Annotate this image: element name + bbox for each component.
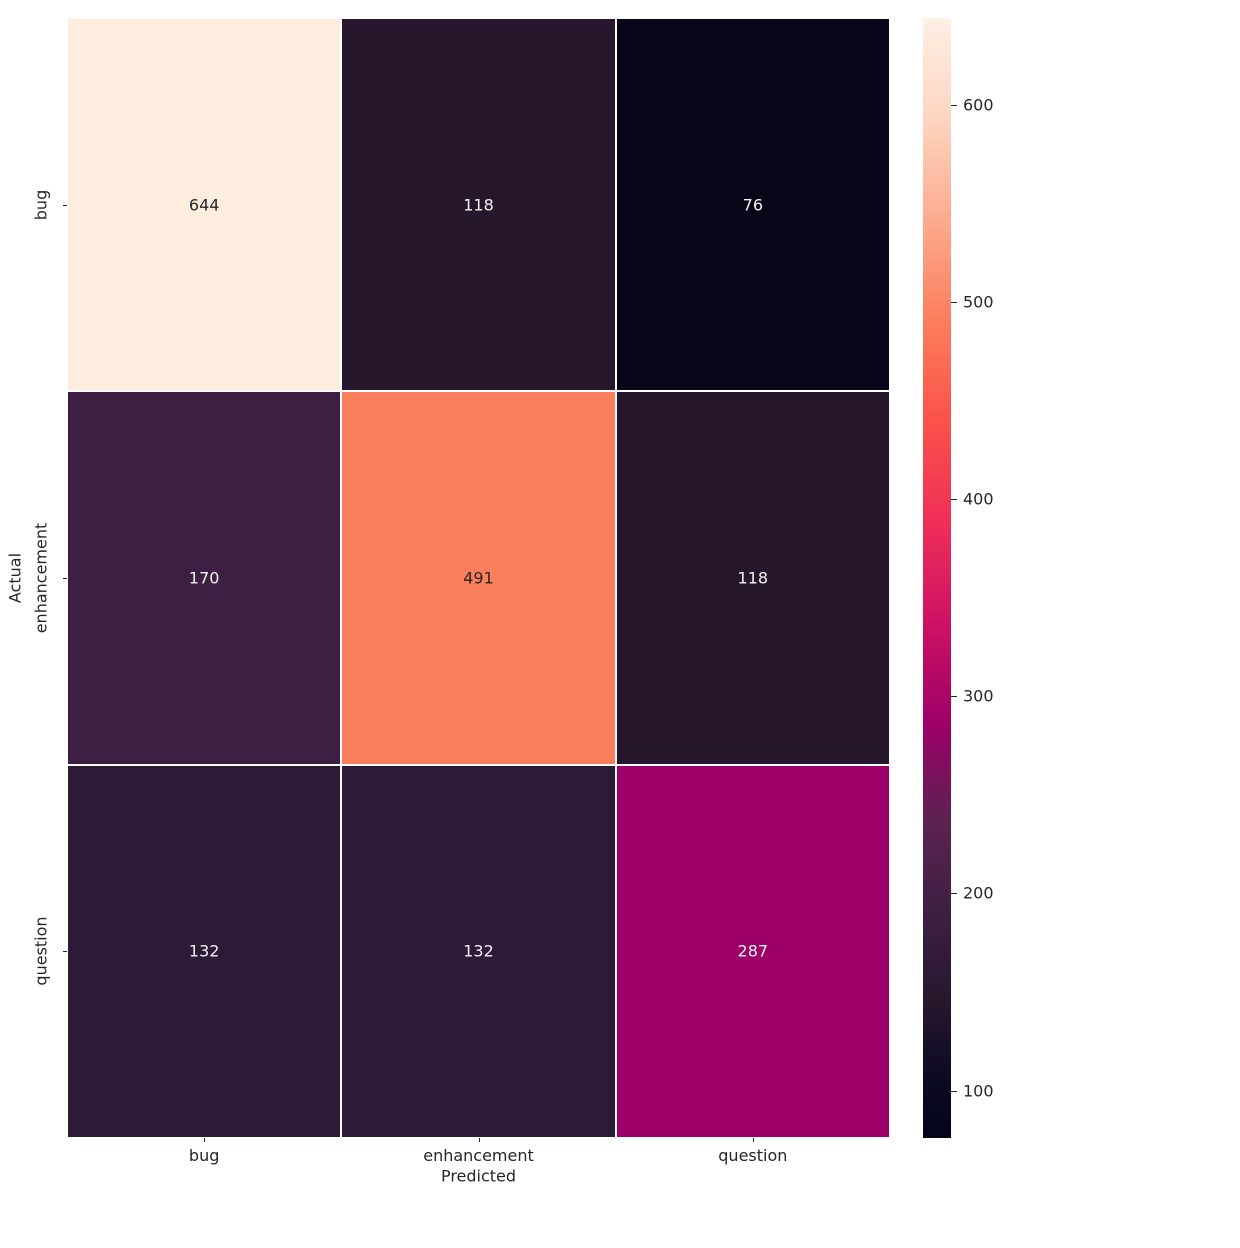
heatmap-cell-value: 118 [738,568,769,587]
heatmap-cell-value: 132 [463,942,494,961]
colorbar-tick-label: 200 [963,884,994,903]
heatmap-cell: 76 [616,18,890,391]
confusion-matrix-heatmap: 644 118 76 170 491 118 132 132 287 [67,18,890,1138]
colorbar-tick-label: 400 [963,490,994,509]
x-tick-mark [479,1138,480,1142]
colorbar-tick-label: 600 [963,95,994,114]
heatmap-cell: 287 [616,765,890,1138]
heatmap-cell-value: 287 [738,942,769,961]
heatmap-cell: 644 [67,18,341,391]
heatmap-cell: 118 [341,18,615,391]
heatmap-cell: 132 [67,765,341,1138]
colorbar-tick-label: 300 [963,687,994,706]
colorbar-tick-mark [951,696,957,697]
colorbar-tick-label: 500 [963,292,994,311]
figure: 644 118 76 170 491 118 132 132 287 bug enhancemen… [0,0,1240,1248]
heatmap-cell: 170 [67,391,341,764]
y-tick-label: bug [26,195,56,214]
heatmap-cell: 132 [341,765,615,1138]
heatmap-cell-value: 491 [463,568,494,587]
colorbar [923,18,951,1138]
heatmap-cell-value: 644 [189,195,220,214]
heatmap-cell-value: 170 [189,568,220,587]
colorbar-tick-mark [951,1091,957,1092]
y-tick-mark [63,205,67,206]
y-tick-mark [63,578,67,579]
y-axis-label: Actual [6,553,25,603]
heatmap-cell: 491 [341,391,615,764]
colorbar-tick-mark [951,302,957,303]
heatmap-cell-value: 76 [743,195,763,214]
x-tick-label: question [718,1146,787,1165]
x-tick-mark [204,1138,205,1142]
heatmap-cell-value: 118 [463,195,494,214]
x-tick-mark [753,1138,754,1142]
heatmap-cell: 118 [616,391,890,764]
x-tick-label: bug [189,1146,219,1165]
x-axis-label: Predicted [441,1167,516,1186]
x-tick-label: enhancement [423,1146,534,1165]
y-tick-mark [63,951,67,952]
colorbar-tick-mark [951,499,957,500]
heatmap-cell-value: 132 [189,942,220,961]
colorbar-tick-mark [951,105,957,106]
colorbar-tick-label: 100 [963,1081,994,1100]
colorbar-gradient [923,18,951,1138]
colorbar-tick-mark [951,893,957,894]
